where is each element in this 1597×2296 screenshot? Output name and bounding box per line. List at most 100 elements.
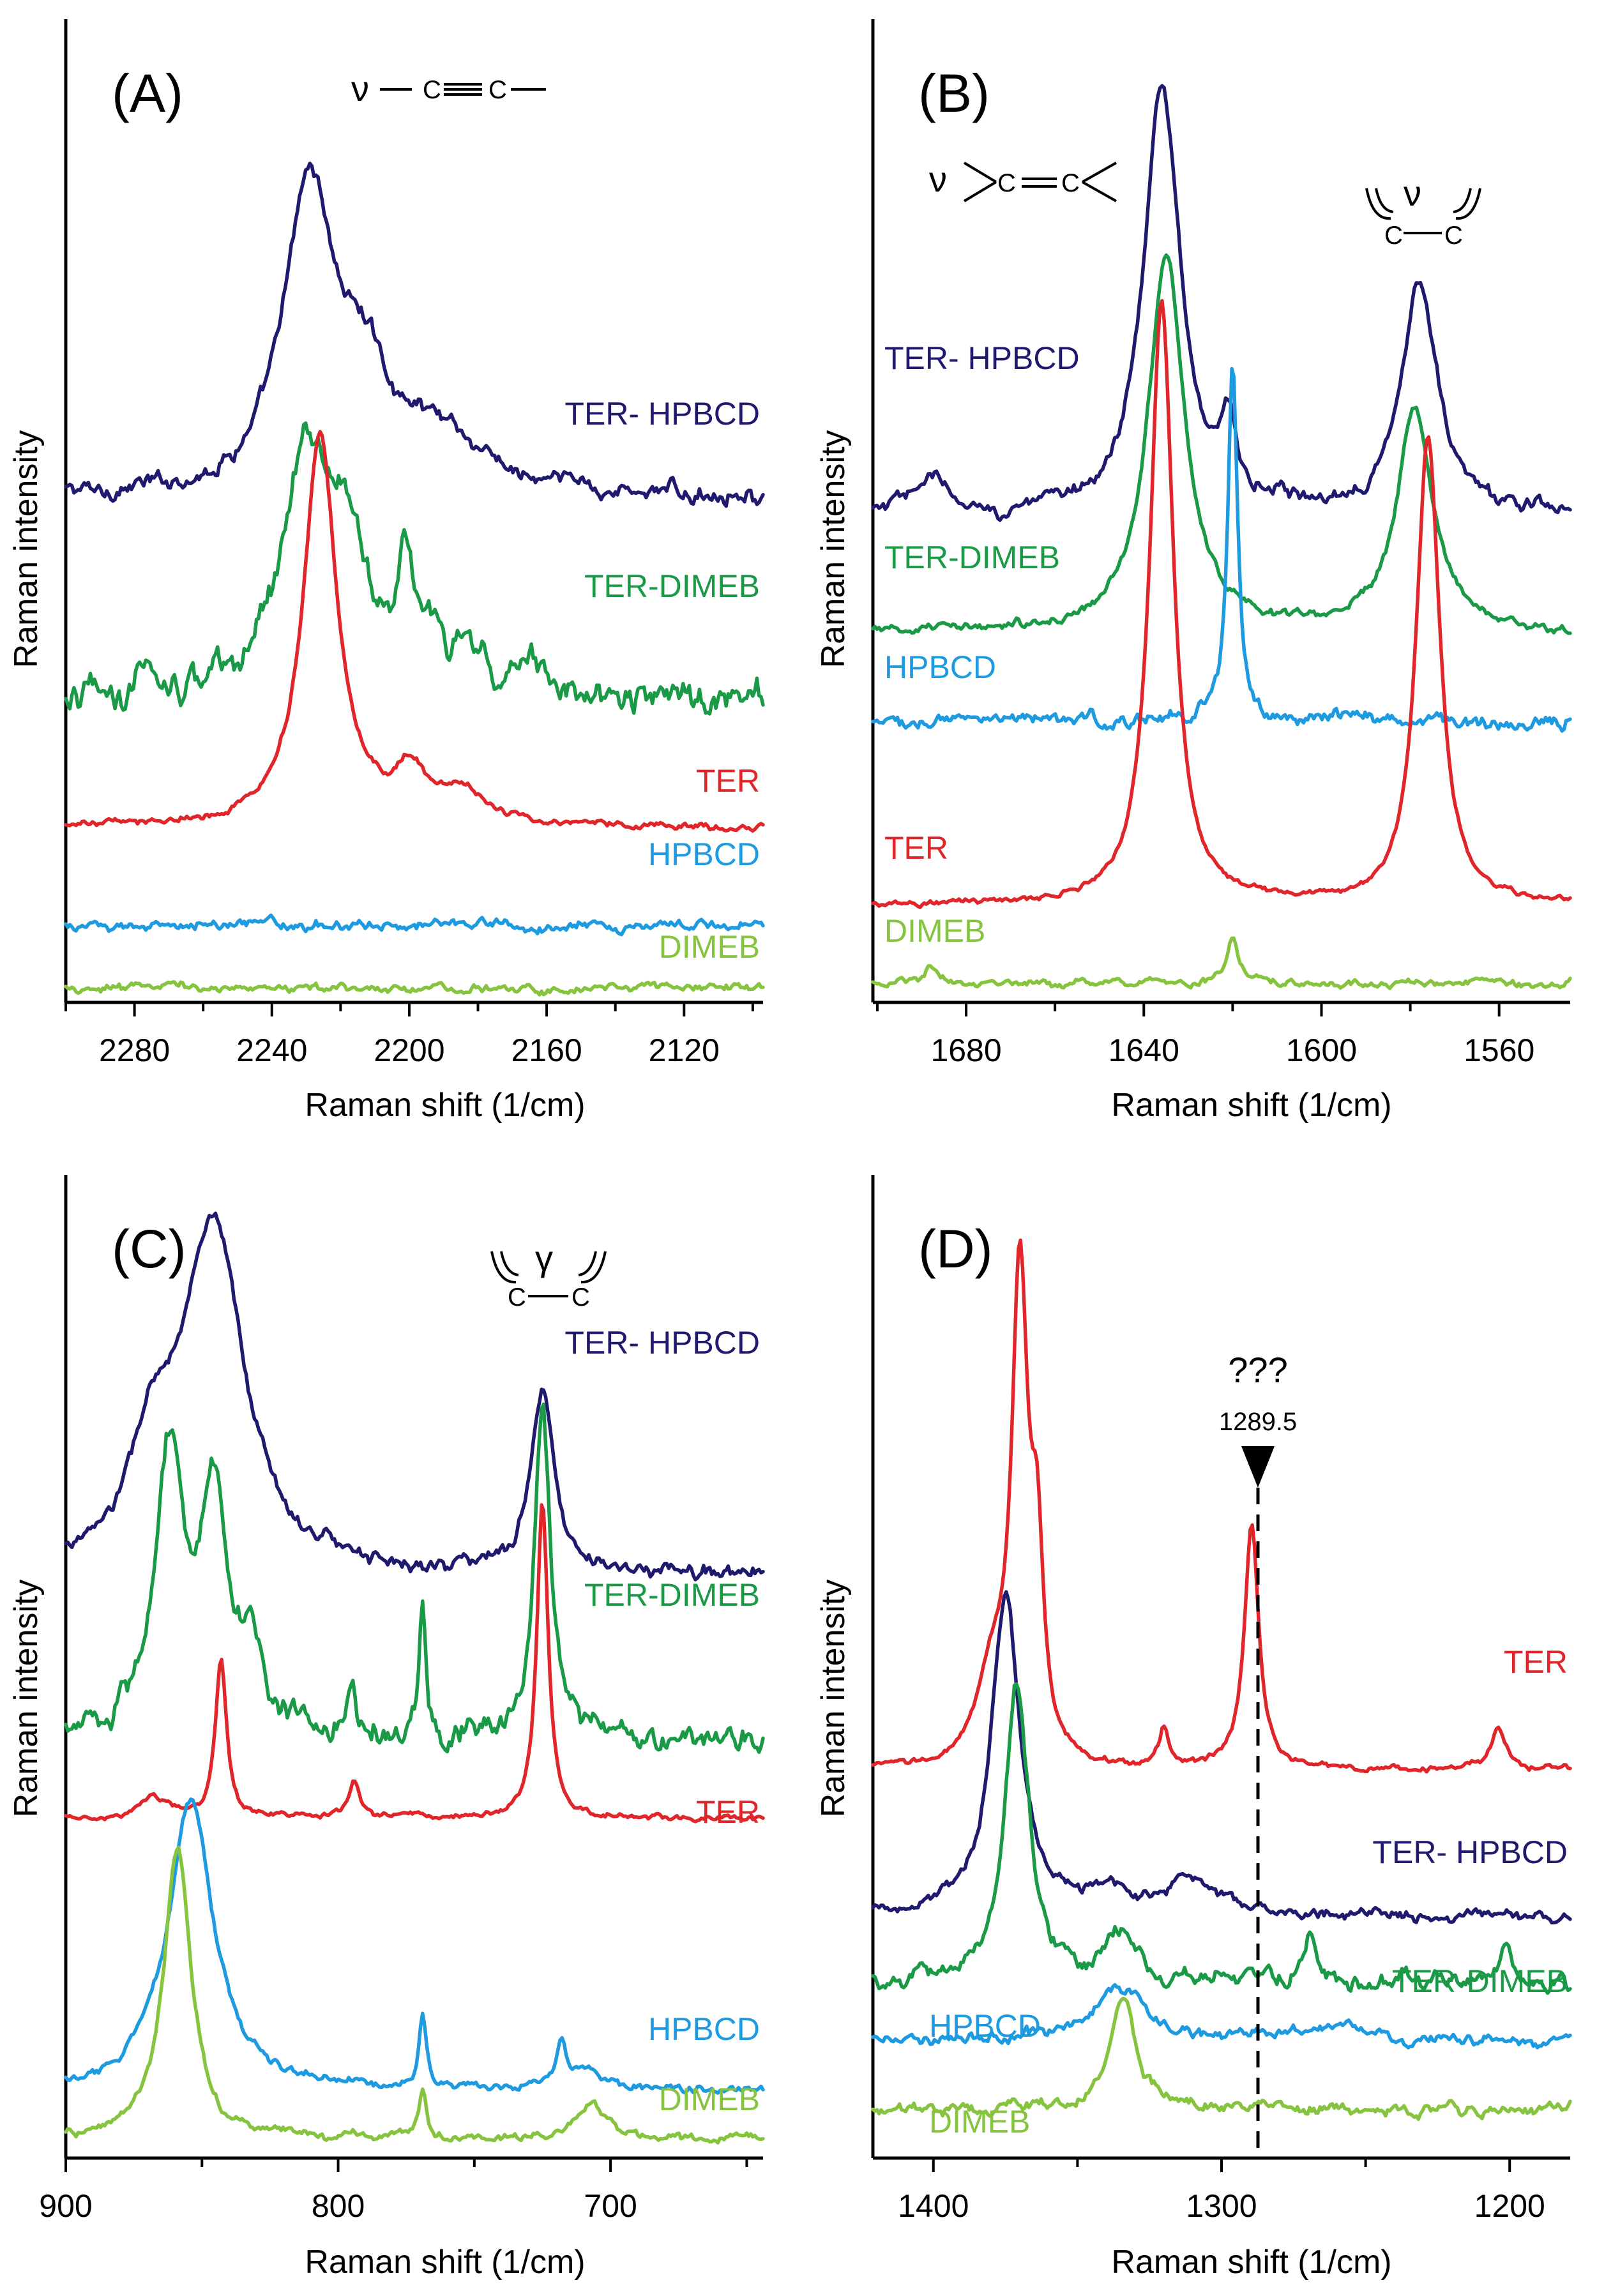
panel-a-tick-label-2280: 2280: [99, 1032, 170, 1068]
panel-b-series-ter: [871, 299, 1572, 909]
panel-d-series-hpbcd: [871, 1983, 1572, 2050]
panel-c-series: TER- HPBCD TER-DIMEB TER HPBCD DIMEB: [64, 1211, 765, 2145]
panel-b-label-ter: TER: [884, 830, 948, 866]
svg-text:ν: ν: [1404, 173, 1421, 213]
panel-a: 2280 2240 2200 2160 2120 Raman shift (1/cm) …: [8, 19, 765, 1124]
panel-d-ticks: 1400 1300 1200: [898, 2158, 1545, 2224]
panel-c-label-dimeb: DIMEB: [659, 2081, 760, 2117]
svg-text:C: C: [508, 1283, 526, 1311]
svg-text:γ: γ: [535, 1238, 553, 1278]
panel-c-y-title: Raman intensity: [8, 1580, 45, 1818]
panel-d-series-dimeb: [871, 1997, 1572, 2121]
panel-d-series-ter-dimeb: [871, 1682, 1572, 1995]
panel-d-tick-label-1300: 1300: [1186, 2188, 1257, 2224]
panel-b-label-ter-dimeb: TER-DIMEB: [884, 540, 1060, 575]
panel-a-label-ter-hpbcd: TER- HPBCD: [564, 396, 760, 432]
panel-d-label-ter: TER: [1504, 1644, 1568, 1680]
panel-b-ticks: 1680 1640 1600 1560: [875, 1002, 1534, 1068]
panel-b-series: TER- HPBCD TER-DIMEB HPBCD TER DIMEB: [871, 84, 1572, 990]
panel-d-label-ter-dimeb: TER-DIMEB: [1392, 1963, 1568, 1999]
svg-text:C: C: [1384, 222, 1403, 250]
svg-text:C: C: [488, 76, 507, 104]
panel-b: 1680 1640 1600 1560 Raman shift (1/cm) Rama…: [815, 19, 1572, 1124]
panel-d: 1400 1300 1200 Raman shift (1/cm) Raman in…: [815, 1175, 1572, 2281]
panel-c: 900 800 700 Raman shift (1/cm) Raman inten…: [8, 1175, 765, 2281]
panel-c-label-ter-dimeb: TER-DIMEB: [584, 1577, 760, 1613]
panel-a-series: TER- HPBCD TER-DIMEB TER HPBCD DIMEB: [64, 162, 765, 997]
panel-a-tick-label-2240: 2240: [236, 1032, 307, 1068]
panel-b-tick-label-1640: 1640: [1109, 1032, 1179, 1068]
panel-c-tick-label-700: 700: [584, 2188, 637, 2224]
panel-d-letter: (D): [918, 1219, 993, 1279]
svg-text:C: C: [571, 1283, 590, 1311]
panel-b-series-ter-dimeb: [871, 253, 1572, 635]
panel-a-series-ter-dimeb: [64, 421, 765, 716]
panel-c-gamma-ring-annotation: γ C C: [490, 1238, 607, 1311]
panel-b-series-ter-hpbcd: [871, 84, 1572, 522]
panel-a-y-title: Raman intensity: [8, 430, 45, 668]
panel-d-marker-label: 1289.5: [1219, 1408, 1297, 1436]
panel-c-series-ter-dimeb: [64, 1402, 765, 1754]
panel-a-label-ter-dimeb: TER-DIMEB: [584, 568, 760, 604]
svg-text:C: C: [423, 76, 441, 104]
panel-c-label-ter: TER: [696, 1794, 760, 1830]
panel-a-label-dimeb: DIMEB: [659, 929, 760, 965]
panel-d-unknown-peak-marker: ??? 1289.5: [1219, 1350, 1297, 2158]
panel-d-tick-label-1200: 1200: [1474, 2188, 1545, 2224]
panel-a-tick-label-2120: 2120: [649, 1032, 720, 1068]
panel-c-series-ter-hpbcd: [64, 1211, 765, 1582]
panel-a-label-hpbcd: HPBCD: [648, 836, 760, 872]
svg-text:ν: ν: [929, 159, 947, 199]
panel-b-label-dimeb: DIMEB: [884, 913, 985, 949]
panel-b-y-title: Raman intensity: [815, 430, 852, 668]
panel-b-nu-c-double-c-annotation: ν C C: [929, 159, 1117, 202]
svg-text:C: C: [997, 169, 1016, 197]
panel-a-series-ter-hpbcd: [64, 162, 765, 508]
panel-a-tick-label-2160: 2160: [511, 1032, 582, 1068]
panel-c-series-ter: [64, 1503, 765, 1824]
panel-b-tick-label-1680: 1680: [930, 1032, 1001, 1068]
panel-d-x-title: Raman shift (1/cm): [1111, 2244, 1391, 2281]
panel-c-series-dimeb: [64, 1845, 765, 2145]
panel-d-label-ter-hpbcd: TER- HPBCD: [1372, 1834, 1568, 1870]
panel-b-tick-label-1560: 1560: [1464, 1032, 1534, 1068]
panel-a-tick-label-2200: 2200: [374, 1032, 444, 1068]
panel-b-nu-ring-annotation: ν C C: [1365, 173, 1481, 250]
panel-a-nu-cc-annotation: ν C C: [351, 68, 546, 109]
svg-text:ν: ν: [351, 68, 369, 109]
panel-b-label-hpbcd: HPBCD: [884, 649, 996, 685]
panel-b-tick-label-1600: 1600: [1286, 1032, 1357, 1068]
panel-d-question-marks: ???: [1228, 1350, 1287, 1390]
panel-b-x-title: Raman shift (1/cm): [1111, 1087, 1391, 1124]
panel-d-series-ter-hpbcd: [871, 1590, 1572, 1925]
panel-d-y-title: Raman intensity: [815, 1580, 852, 1818]
panel-c-x-title: Raman shift (1/cm): [305, 2244, 585, 2281]
panel-c-label-ter-hpbcd: TER- HPBCD: [564, 1325, 760, 1361]
panel-d-tick-label-1400: 1400: [898, 2188, 969, 2224]
panel-b-label-ter-hpbcd: TER- HPBCD: [884, 340, 1080, 376]
panel-a-series-dimeb: [64, 980, 765, 997]
svg-text:C: C: [1061, 169, 1080, 197]
panel-a-letter: (A): [112, 63, 183, 123]
panel-a-ticks: 2280 2240 2200 2160 2120: [64, 1002, 754, 1068]
panel-d-series: TER TER- HPBCD TER-DIMEB HPBCD DIMEB: [871, 1238, 1572, 2140]
panel-b-series-dimeb: [871, 936, 1572, 990]
panel-c-tick-label-800: 800: [312, 2188, 365, 2224]
panel-b-letter: (B): [918, 63, 990, 123]
panel-d-label-hpbcd: HPBCD: [929, 2008, 1041, 2044]
panel-c-ticks: 900 800 700: [39, 2158, 748, 2224]
panel-c-tick-label-900: 900: [39, 2188, 92, 2224]
panel-a-series-hpbcd: [64, 913, 765, 937]
panel-d-marker-arrow: [1241, 1446, 1275, 1488]
panel-c-label-hpbcd: HPBCD: [648, 2011, 760, 2047]
panel-c-letter: (C): [112, 1219, 186, 1279]
svg-text:C: C: [1444, 222, 1463, 250]
panel-b-series-hpbcd: [871, 366, 1572, 733]
panel-a-label-ter: TER: [696, 763, 760, 799]
panel-a-series-ter: [64, 430, 765, 833]
panel-d-label-dimeb: DIMEB: [929, 2104, 1030, 2140]
panel-c-series-hpbcd: [64, 1797, 765, 2095]
panel-d-series-ter: [871, 1238, 1572, 1774]
panel-a-x-title: Raman shift (1/cm): [305, 1087, 585, 1124]
